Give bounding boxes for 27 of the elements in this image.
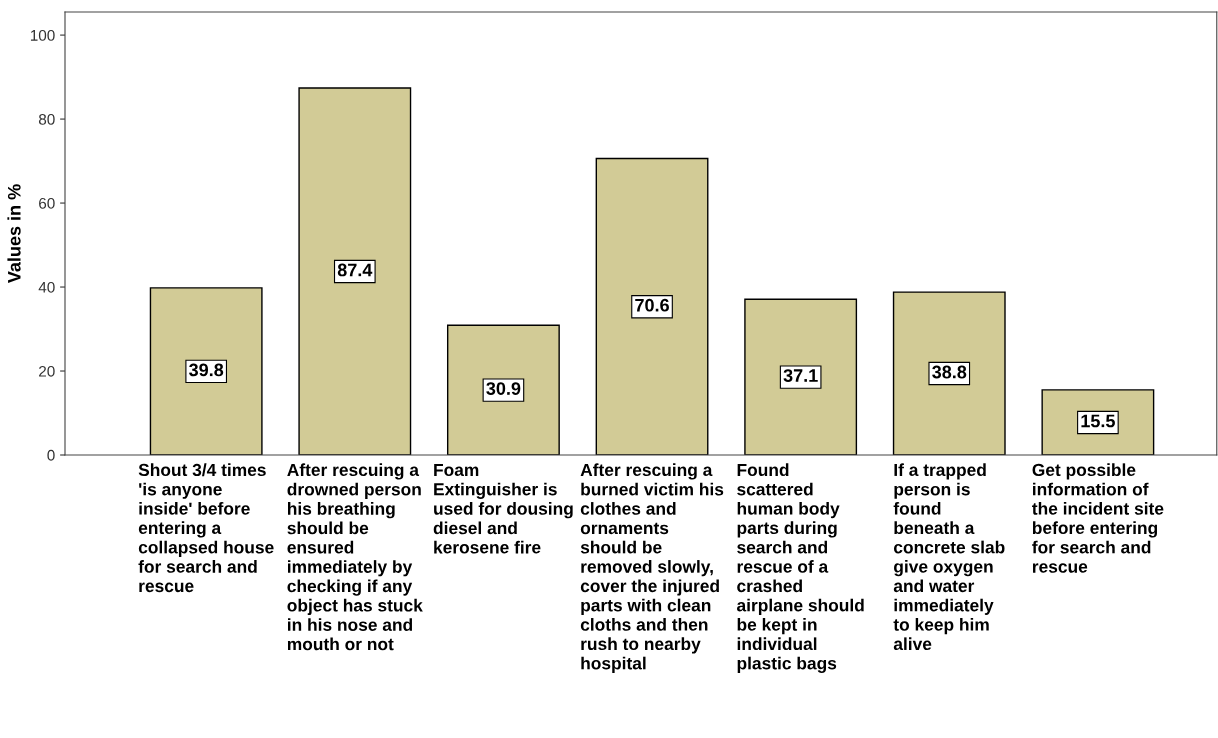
y-tick-label: 40 — [38, 281, 55, 293]
category-label: After rescuing a drowned person his breathing should be ensured immediately by checking if any object has stuck in his nose and mouth or not — [287, 463, 423, 651]
bar — [149, 287, 263, 455]
data-label: 37.1 — [783, 369, 818, 382]
bar — [298, 87, 412, 455]
x-tick-label: Shout 3/4 times 'is anyone inside' before entering a collapsed house for search and rescue — [138, 463, 274, 593]
data-label: 39.8 — [189, 363, 224, 377]
x-tick-label: Foam Extinguisher is used for dousing diesel and kerosene fire — [433, 463, 573, 554]
data-label: 30.9 — [486, 382, 521, 395]
category-label: If a trapped person is found beneath a concrete slab give oxygen and water immediately to keep him alive — [893, 463, 1005, 651]
bar — [744, 298, 858, 455]
category-label: After rescuing a burned victim his clothes and ornaments should be removed slowly, cover the injured parts with clean cloths and then rush to nearby hospital — [580, 463, 724, 673]
y-tick-label: 100 — [30, 29, 55, 41]
y-axis-title: Values in % — [7, 184, 21, 284]
y-tick-label: 20 — [39, 365, 55, 377]
data-label: 15.5 — [1081, 414, 1115, 428]
data-label: 38.8 — [932, 365, 967, 379]
bar — [892, 291, 1006, 455]
y-tick-label: 60 — [39, 197, 55, 209]
x-tick-label: Get possible information of the incident site before entering for search and rescue — [1032, 463, 1164, 573]
category-label: Found scattered human body parts during search and rescue of a crashed airplane should be kept in individual plastic bags — [737, 463, 864, 673]
bar — [446, 324, 560, 455]
y-tick-label: 80 — [38, 113, 55, 125]
data-label: 70.6 — [635, 298, 669, 312]
data-label: 87.4 — [337, 263, 373, 277]
bar — [595, 157, 709, 455]
y-tick-label: 0 — [47, 449, 55, 461]
